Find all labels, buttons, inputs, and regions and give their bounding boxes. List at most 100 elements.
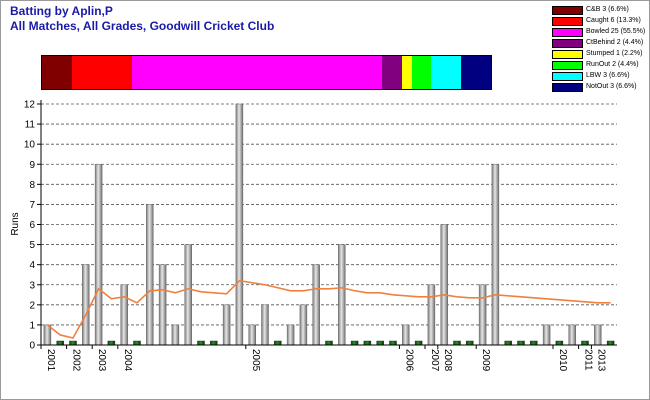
bar [286,324,295,346]
bar [184,244,192,346]
x-tick-label: 2011 [583,349,594,371]
y-tick-label: 9 [29,160,35,171]
bar [197,340,205,346]
bar [133,340,141,346]
bar [338,244,346,346]
legend-swatch [552,39,583,48]
bar [312,264,320,346]
legend-label: CtBehind 2 (4.4%) [586,39,644,46]
bar [94,164,103,346]
legend-label: RunOut 2 (4.4%) [586,61,639,68]
y-tick-label: 3 [29,280,35,291]
chart-title: Batting by Aplin,P [10,4,113,18]
x-tick-label: 2002 [71,349,82,372]
bar [594,324,602,346]
bar [427,284,436,346]
dismissal-segment [71,56,132,89]
x-tick-label: 2008 [442,349,453,372]
legend-swatch [552,6,583,15]
bar [568,324,576,346]
bar [542,324,551,346]
bar [158,264,167,346]
x-tick-label: 2006 [403,349,414,372]
x-tick-label: 2013 [595,349,606,372]
x-tick-label: 2005 [250,349,261,372]
dismissal-segment [381,56,402,89]
bar [210,340,218,346]
x-tick-label: 2009 [480,349,491,372]
legend-swatch [552,17,583,26]
bar [56,340,64,346]
bar [402,324,410,346]
y-tick-label: 11 [25,120,36,131]
y-tick-label: 1 [29,320,35,331]
dismissal-segment [411,56,432,89]
dismissal-segment [461,56,491,89]
bar [491,164,500,346]
legend-swatch [552,61,583,70]
dismissal-segment [401,56,412,89]
legend-label: Bowled 25 (55.5%) [586,28,646,35]
bar [389,340,397,346]
bar [82,264,90,346]
bar [146,204,154,346]
y-tick-label: 6 [29,220,35,231]
y-tick-label: 7 [29,200,35,211]
x-tick-label: 2010 [557,349,568,372]
legend-swatch [552,72,583,81]
legend-swatch [552,83,583,92]
legend-swatch [552,50,583,59]
chart-subtitle: All Matches, All Grades, Goodwill Cricke… [10,19,275,33]
dismissal-segment [42,56,72,89]
bar [325,340,333,346]
bar [69,340,77,346]
bar [504,340,512,346]
bar [171,324,180,346]
bar [299,304,308,346]
x-tick-label: 2004 [122,349,133,372]
bar [235,103,244,346]
bar [466,340,474,346]
legend-label: C&B 3 (6.6%) [586,6,629,13]
bar [350,340,359,346]
y-tick-label: 8 [29,180,35,191]
bar [606,340,615,346]
legend-label: Stumped 1 (2.2%) [586,50,643,57]
legend-swatch [552,28,583,37]
bar [43,324,52,346]
bar [107,340,116,346]
bar [363,340,372,346]
bar [453,340,461,346]
dismissal-segment [131,56,382,89]
bar [530,340,538,346]
bar [517,340,525,346]
bar [222,304,231,346]
x-tick-label: 2003 [96,349,107,372]
bar [555,340,564,346]
y-tick-label: 0 [29,341,35,352]
bar [581,340,589,346]
legend-label: Caught 6 (13.3%) [586,17,641,24]
y-tick-label: 2 [29,300,35,311]
legend-label: LBW 3 (6.6%) [586,72,630,79]
x-tick-label: 2007 [429,349,440,372]
average-line [46,279,611,339]
x-tick-label: 2001 [45,349,56,372]
legend-label: NotOut 3 (6.6%) [586,83,637,90]
bar [261,304,269,346]
y-tick-label: 5 [29,240,35,251]
y-tick-label: 12 [24,100,36,111]
y-axis-label: Runs [10,212,21,235]
bar [414,340,423,346]
bar [478,284,487,346]
bar [440,224,448,346]
y-tick-label: 10 [24,140,36,151]
dismissal-strip [41,55,492,90]
bar [376,340,384,346]
y-tick-label: 4 [29,260,35,271]
bar [274,340,282,346]
bar [248,324,256,346]
bar [120,284,128,346]
dismissal-segment [431,56,462,89]
